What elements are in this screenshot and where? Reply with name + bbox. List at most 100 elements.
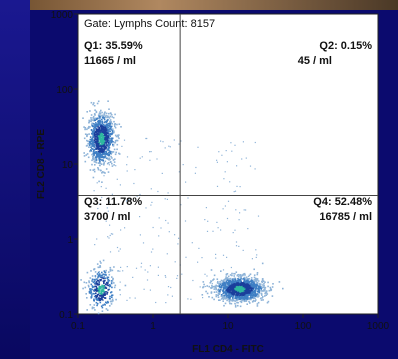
event-dot: [91, 153, 93, 156]
event-dot: [101, 134, 103, 137]
event-dot: [114, 140, 117, 142]
event-dot: [238, 288, 241, 291]
event-dot: [108, 158, 110, 161]
event-dot: [227, 286, 229, 289]
event-dot: [103, 276, 106, 278]
event-dot: [118, 152, 120, 155]
event-dot: [239, 279, 242, 282]
event-dot: [129, 297, 131, 299]
event-dot: [92, 117, 94, 119]
event-dot: [107, 284, 110, 287]
event-dot: [211, 284, 213, 287]
event-dot: [104, 293, 107, 295]
event-dot: [92, 157, 95, 160]
event-dot: [103, 121, 106, 124]
event-dot: [91, 137, 93, 140]
event-dot: [242, 282, 245, 284]
event-dot: [86, 135, 88, 137]
event-dot: [180, 204, 182, 206]
event-dot: [85, 154, 88, 156]
event-dot: [88, 290, 91, 293]
event-dot: [95, 141, 98, 143]
event-dot: [108, 150, 111, 152]
event-dot: [89, 289, 92, 292]
event-dot: [257, 296, 259, 298]
event-dot: [96, 288, 98, 291]
event-dot: [89, 142, 91, 145]
event-dot: [223, 178, 225, 180]
event-dot: [124, 284, 127, 287]
event-dot: [162, 141, 164, 143]
event-dot: [111, 300, 113, 303]
event-dot: [236, 284, 239, 286]
event-dot: [240, 280, 242, 283]
event-dot: [224, 278, 227, 280]
event-dot: [90, 117, 92, 119]
event-dot: [241, 158, 243, 160]
event-dot: [96, 281, 99, 283]
event-dot: [100, 138, 103, 140]
event-dot: [104, 153, 107, 155]
event-dot: [222, 286, 224, 289]
event-dot: [93, 286, 95, 288]
event-dot: [92, 119, 95, 122]
event-dot: [110, 114, 113, 116]
event-dot: [91, 278, 94, 281]
event-dot: [85, 145, 88, 147]
event-dot: [237, 276, 240, 278]
event-dot: [108, 271, 110, 273]
event-dot: [103, 270, 106, 272]
event-dot: [253, 284, 255, 286]
event-dot: [106, 143, 109, 146]
event-dot: [111, 137, 114, 140]
event-dot: [235, 271, 238, 273]
event-dot: [152, 248, 154, 250]
event-dot: [217, 227, 219, 229]
event-dot: [126, 156, 129, 158]
event-dot: [237, 280, 239, 282]
event-dot: [226, 217, 229, 220]
event-dot: [215, 288, 217, 291]
event-dot: [109, 115, 111, 118]
event-dot: [93, 280, 96, 283]
event-dot: [100, 294, 102, 297]
event-dot: [106, 284, 108, 286]
event-dot: [157, 274, 159, 276]
event-dot: [238, 219, 240, 221]
event-dot: [239, 297, 242, 299]
event-dot: [250, 283, 253, 285]
event-dot: [271, 286, 274, 288]
event-dot: [97, 276, 99, 279]
event-dot: [98, 286, 101, 289]
event-dot: [226, 161, 228, 163]
event-dot: [119, 281, 121, 283]
event-dot: [224, 294, 226, 297]
event-dot: [108, 117, 111, 119]
event-dot: [245, 288, 247, 291]
event-dot: [236, 299, 238, 301]
event-dot: [126, 200, 128, 202]
event-dot: [92, 141, 94, 143]
event-dot: [106, 123, 109, 125]
event-dot: [93, 113, 96, 115]
event-dot: [94, 279, 97, 281]
event-dot: [110, 282, 113, 284]
event-dot: [95, 294, 97, 297]
event-dot: [256, 254, 258, 256]
event-dot: [140, 262, 143, 264]
event-dot: [113, 282, 115, 284]
event-dot: [243, 280, 246, 283]
event-dot: [234, 190, 237, 192]
event-dot: [243, 293, 245, 295]
event-dot: [231, 285, 234, 288]
event-dot: [239, 287, 241, 290]
event-dot: [229, 283, 232, 286]
event-dot: [233, 275, 235, 277]
event-dot: [107, 132, 109, 134]
event-dot: [90, 283, 93, 286]
event-dot: [112, 233, 114, 235]
event-dot: [220, 279, 223, 282]
event-dot: [95, 155, 98, 157]
event-dot: [96, 133, 99, 135]
event-dot: [237, 301, 239, 304]
